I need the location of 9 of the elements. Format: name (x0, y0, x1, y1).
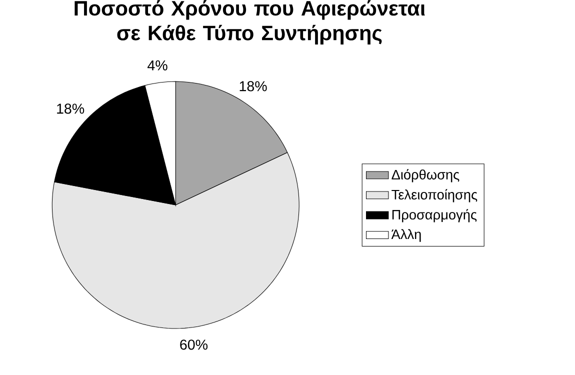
data-label: 4% (148, 60, 168, 70)
data-label: 60% (180, 339, 208, 350)
legend-label: Άλλη (391, 229, 421, 242)
legend-label: Διόρθωσης (392, 168, 460, 182)
data-label: 18% (240, 80, 267, 92)
data-label: 18% (57, 103, 84, 114)
legend-label: Προσαρμογής (392, 208, 477, 222)
legend-label: Τελειοποίησης (392, 188, 478, 202)
chart-title: Ποσοστό Χρόνου που Αφιερώνεται σε Κάθε Τύπο Συντήρησης (74, 0, 425, 44)
